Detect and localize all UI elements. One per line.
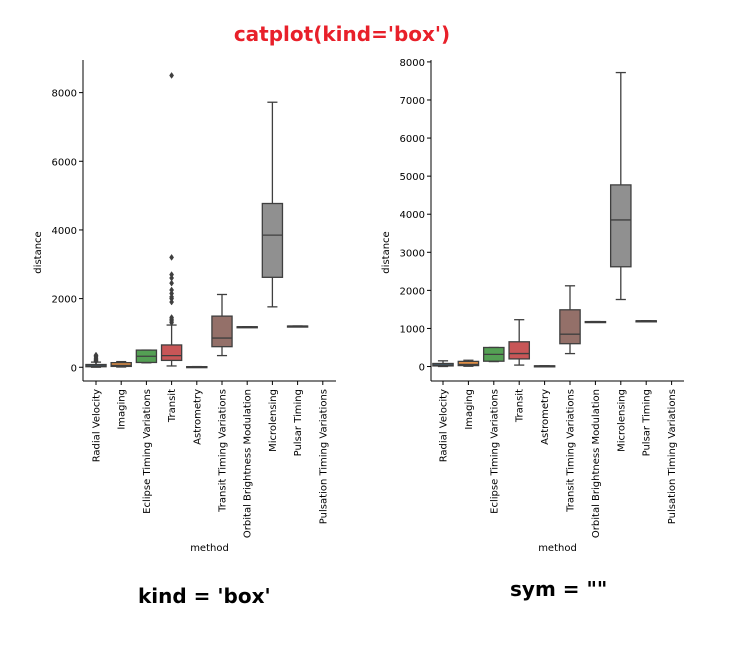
x-axis-label: method xyxy=(538,543,577,554)
box-microlensing xyxy=(261,101,284,308)
x-tick-label: Radial Velocity xyxy=(439,389,450,462)
box-body xyxy=(160,344,183,362)
box-astrometry xyxy=(533,365,556,368)
box-body xyxy=(508,341,531,360)
x-tick-label: Transit xyxy=(515,389,526,423)
outlier-point xyxy=(169,314,175,321)
x-tick-label: Microlensing xyxy=(268,389,279,452)
y-axis-label: distance xyxy=(33,231,44,273)
outlier-point xyxy=(169,286,175,294)
box-transit xyxy=(160,72,183,367)
box-radial-velocity xyxy=(432,360,454,368)
box-eclipse-timing-variations xyxy=(135,349,158,364)
x-tick-label: Orbital Brightness Modulation xyxy=(591,389,602,538)
y-tick-label: 8000 xyxy=(400,58,425,69)
box-body xyxy=(609,184,632,268)
box-transit-timing-variations xyxy=(559,285,581,355)
y-tick-label: 8000 xyxy=(52,89,77,100)
y-tick-label: 4000 xyxy=(400,210,425,221)
outlier-point xyxy=(93,351,99,359)
box-pulsar-timing xyxy=(286,325,309,328)
x-tick-label: Astrometry xyxy=(192,389,203,445)
x-tick-label: Transit Timing Variations xyxy=(218,389,229,513)
outlier-point xyxy=(169,271,175,279)
y-tick-label: 4000 xyxy=(52,226,77,237)
x-tick-label: Pulsation Timing Variations xyxy=(318,389,329,524)
box-eclipse-timing-variations xyxy=(482,346,505,363)
box-transit xyxy=(508,319,531,366)
y-tick-label: 0 xyxy=(71,363,77,374)
caption-kind-box: kind = 'box' xyxy=(138,584,271,608)
box-body xyxy=(211,315,233,348)
box-radial-velocity xyxy=(85,351,107,368)
x-tick-label: Transit Timing Variations xyxy=(566,389,577,513)
box-imaging xyxy=(110,360,132,368)
y-tick-label: 5000 xyxy=(400,172,425,183)
box-pulsar-timing xyxy=(635,320,658,323)
y-tick-label: 1000 xyxy=(400,324,425,335)
box-plot-figure: 0 2000 4000 6000 8000 distance Radial Velocity… xyxy=(33,58,684,554)
figure-title: catplot(kind='box') xyxy=(233,22,451,46)
box-body xyxy=(110,361,132,368)
y-tick-label: 6000 xyxy=(400,134,425,145)
box-orbital-brightness-modulation xyxy=(236,326,258,329)
x-tick-label: Radial Velocity xyxy=(92,389,103,462)
x-tick-label: Astrometry xyxy=(540,389,551,445)
box-astrometry xyxy=(186,365,208,369)
box-microlensing xyxy=(609,71,632,301)
x-tick-label: Pulsation Timing Variations xyxy=(667,389,678,524)
x-tick-label: Microlensing xyxy=(616,389,627,452)
y-tick-label: 3000 xyxy=(400,248,425,259)
x-tick-label: Imaging xyxy=(117,389,128,430)
x-tick-label: Transit xyxy=(167,389,178,423)
outlier-point xyxy=(169,253,175,261)
box-orbital-brightness-modulation xyxy=(584,320,607,324)
y-axis-label: distance xyxy=(381,231,392,273)
x-tick-label: Orbital Brightness Modulation xyxy=(243,389,254,538)
chart-panel-1: 0 2000 4000 6000 8000 distance Radial Velocity… xyxy=(33,60,336,554)
box-body xyxy=(261,202,284,278)
y-tick-label: 7000 xyxy=(400,96,425,107)
x-tick-label: Eclipse Timing Variations xyxy=(142,389,153,514)
x-tick-label: Eclipse Timing Variations xyxy=(489,389,500,514)
box-imaging xyxy=(457,359,480,367)
chart-panel-2: 0 1000 2000 3000 4000 5000 6000 7000 8000 distanc… xyxy=(381,58,684,554)
x-axis-label: method xyxy=(190,543,229,554)
y-tick-label: 2000 xyxy=(52,295,77,306)
y-tick-label: 2000 xyxy=(400,286,425,297)
box-transit-timing-variations xyxy=(211,293,233,357)
outlier-point xyxy=(169,279,175,287)
x-tick-label: Imaging xyxy=(464,389,475,430)
y-tick-label: 0 xyxy=(419,363,425,374)
x-tick-label: Pulsar Timing xyxy=(642,389,653,456)
box-body xyxy=(559,309,581,345)
box-body xyxy=(457,360,480,367)
x-tick-label: Pulsar Timing xyxy=(293,389,304,456)
y-tick-label: 6000 xyxy=(52,157,77,168)
outlier-point xyxy=(169,72,175,79)
caption-sym-empty: sym = "" xyxy=(510,577,608,601)
